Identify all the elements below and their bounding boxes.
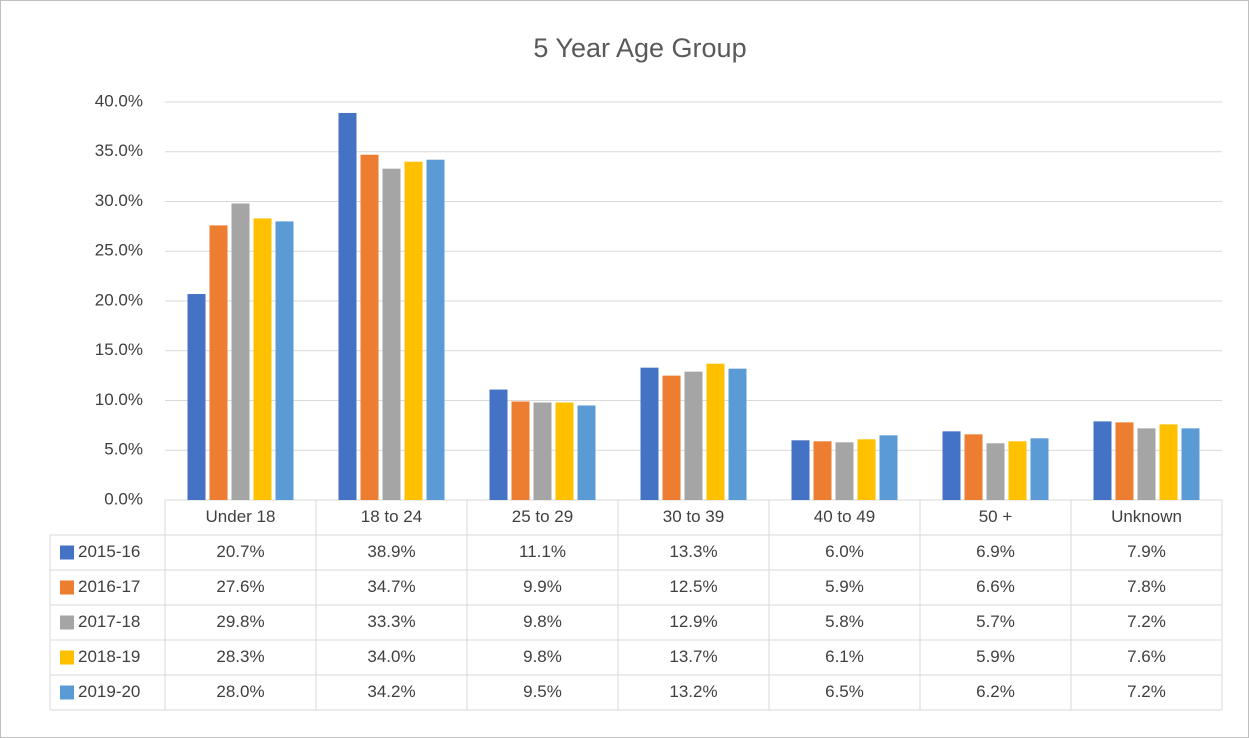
table-value: 38.9% — [367, 542, 415, 561]
bar — [426, 159, 445, 500]
x-tick-label: 18 to 24 — [361, 507, 422, 526]
table-value: 33.3% — [367, 612, 415, 631]
bar — [1159, 424, 1178, 500]
y-tick-label: 0.0% — [104, 489, 143, 508]
table-value: 11.1% — [519, 542, 566, 561]
bar — [404, 161, 423, 500]
table-value: 28.3% — [216, 647, 264, 666]
legend-label: 2017-18 — [78, 612, 140, 631]
table-value: 13.7% — [669, 647, 717, 666]
table-value: 34.2% — [367, 682, 415, 701]
table-value: 9.8% — [523, 647, 562, 666]
legend-key — [60, 580, 74, 595]
table-value: 9.5% — [523, 682, 562, 701]
y-tick-label: 40.0% — [95, 91, 143, 110]
bar — [706, 363, 725, 500]
table-value: 13.2% — [669, 682, 717, 701]
legend-key — [60, 545, 74, 560]
table-value: 34.7% — [367, 577, 415, 596]
legend-label: 2019-20 — [78, 682, 140, 701]
legend-label: 2015-16 — [78, 542, 140, 561]
bar — [187, 294, 206, 500]
bar — [728, 368, 747, 500]
chart-title: 5 Year Age Group — [533, 33, 746, 63]
bar — [964, 434, 983, 500]
x-tick-label: Under 18 — [206, 507, 276, 526]
bar — [382, 168, 401, 501]
bar — [1093, 421, 1112, 500]
table-value: 29.8% — [216, 612, 264, 631]
table-value: 6.2% — [976, 682, 1015, 701]
table-value: 9.8% — [523, 612, 562, 631]
table-value: 5.9% — [976, 647, 1015, 666]
legend-key — [60, 650, 74, 665]
bar — [360, 154, 379, 501]
bar — [640, 367, 659, 500]
bar — [231, 203, 250, 501]
bar — [577, 405, 596, 500]
y-tick-label: 10.0% — [95, 390, 143, 409]
x-tick-label: 25 to 29 — [512, 507, 573, 526]
table-value: 7.6% — [1127, 647, 1166, 666]
bar — [338, 112, 357, 500]
legend-key — [60, 615, 74, 630]
legend-label: 2018-19 — [78, 647, 140, 666]
bar — [684, 371, 703, 500]
table-value: 6.5% — [825, 682, 864, 701]
table-value: 9.9% — [523, 577, 562, 596]
table-value: 6.9% — [976, 542, 1015, 561]
bar — [1008, 441, 1027, 500]
table-value: 6.0% — [825, 542, 864, 561]
table-value: 7.9% — [1127, 542, 1166, 561]
table-value: 5.9% — [825, 577, 864, 596]
table-value: 27.6% — [216, 577, 264, 596]
bar — [1030, 438, 1049, 500]
x-tick-label: Unknown — [1111, 507, 1182, 526]
bar — [533, 402, 552, 500]
bar — [1115, 422, 1134, 500]
y-tick-label: 25.0% — [95, 241, 143, 260]
bar — [942, 431, 961, 500]
y-tick-label: 35.0% — [95, 141, 143, 160]
x-tick-label: 40 to 49 — [814, 507, 875, 526]
bar — [555, 402, 574, 500]
bar — [879, 435, 898, 500]
bar — [813, 441, 832, 500]
bar — [1137, 428, 1156, 500]
bar — [209, 225, 228, 500]
y-tick-label: 30.0% — [95, 191, 143, 210]
y-tick-label: 15.0% — [95, 340, 143, 359]
bar — [275, 221, 294, 500]
table-value: 5.7% — [976, 612, 1015, 631]
table-value: 7.2% — [1127, 612, 1166, 631]
table-value: 5.8% — [825, 612, 864, 631]
table-value: 6.1% — [825, 647, 864, 666]
table-value: 7.8% — [1127, 577, 1166, 596]
table-value: 34.0% — [367, 647, 415, 666]
bar — [511, 401, 530, 500]
x-tick-label: 30 to 39 — [663, 507, 724, 526]
bar — [489, 389, 508, 500]
table-value: 13.3% — [669, 542, 717, 561]
bar — [791, 440, 810, 500]
x-tick-label: 50 + — [979, 507, 1013, 526]
table-value: 12.5% — [669, 577, 717, 596]
bar — [835, 442, 854, 500]
bar — [253, 218, 272, 501]
bar — [662, 375, 681, 500]
y-tick-label: 20.0% — [95, 290, 143, 309]
table-value: 12.9% — [669, 612, 717, 631]
table-value: 28.0% — [216, 682, 264, 701]
table-value: 6.6% — [976, 577, 1015, 596]
bar — [1181, 428, 1200, 500]
table-value: 20.7% — [216, 542, 264, 561]
legend-label: 2016-17 — [78, 577, 140, 596]
y-tick-label: 5.0% — [104, 440, 143, 459]
bar — [857, 439, 876, 500]
table-value: 7.2% — [1127, 682, 1166, 701]
legend-key — [60, 685, 74, 700]
bar — [986, 443, 1005, 500]
